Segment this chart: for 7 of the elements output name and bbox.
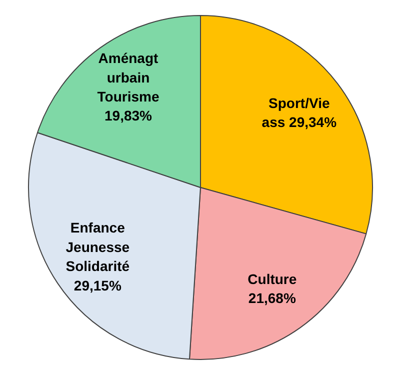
- data-label: 19,83%: [104, 108, 153, 124]
- data-label: 29,15%: [74, 277, 122, 294]
- slice-label: Enfance Jeunesse Solidarité: [66, 220, 130, 274]
- data-label: 21,68%: [248, 290, 296, 306]
- slice-label: Sport/Vie ass 29,34%: [262, 95, 338, 130]
- slice-label: Aménagt urbain Tourisme: [97, 50, 160, 105]
- slice-label: Culture: [248, 270, 297, 287]
